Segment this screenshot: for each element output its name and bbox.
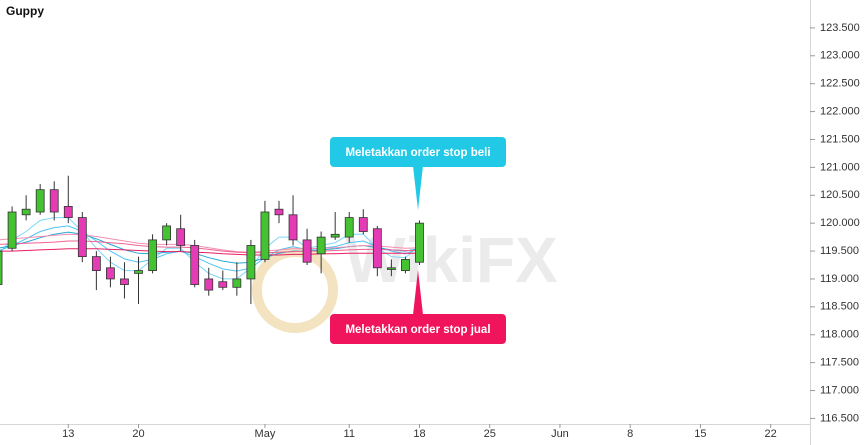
candle-body — [344, 217, 354, 238]
y-tick-label: 123.500 — [820, 22, 860, 34]
ema-line — [0, 248, 420, 256]
y-tick-label: 119.000 — [820, 273, 859, 285]
callout-box — [330, 137, 506, 167]
x-tick-label: 25 — [484, 428, 496, 440]
chart-title: Guppy — [6, 4, 44, 18]
x-tick-label: 20 — [132, 428, 144, 440]
x-tick-label: 11 — [344, 428, 355, 440]
candle-body — [120, 278, 129, 285]
callout-box — [330, 314, 506, 344]
candle-body — [288, 214, 298, 241]
x-tick-label: Jun — [551, 428, 569, 440]
candle-body — [77, 217, 87, 258]
candle-body — [190, 245, 200, 285]
candle-body — [358, 217, 368, 232]
candle-body — [134, 270, 143, 274]
x-tick-label: May — [255, 428, 276, 440]
callout-pointer — [413, 166, 423, 210]
candle-body — [106, 267, 115, 280]
y-tick-label: 123.000 — [820, 50, 860, 62]
candle-body — [7, 211, 17, 249]
candle-body — [204, 278, 214, 291]
y-tick-label: 119.500 — [820, 245, 859, 257]
candle-body — [21, 208, 31, 216]
x-tick-label: 18 — [413, 428, 425, 440]
candle-body — [260, 211, 270, 260]
candle-body — [372, 228, 382, 269]
candle-body — [302, 239, 312, 263]
candle-body — [401, 259, 410, 271]
candle-body — [0, 250, 3, 285]
y-tick-label: 120.000 — [820, 217, 860, 229]
candle-body — [415, 222, 424, 263]
y-tick-label: 116.500 — [820, 412, 859, 424]
y-tick-label: 118.500 — [820, 301, 859, 313]
x-tick-label: 8 — [627, 428, 633, 440]
candle-body — [386, 267, 396, 270]
x-tick-label: 22 — [765, 428, 777, 440]
candle-body — [316, 236, 326, 255]
candle-body — [232, 278, 242, 288]
x-tick-label: 13 — [62, 428, 74, 440]
ema-line — [0, 233, 420, 253]
y-tick-label: 122.500 — [820, 78, 860, 90]
y-tick-label: 121.500 — [820, 133, 860, 145]
y-tick-label: 122.000 — [820, 105, 860, 117]
candle-body — [91, 256, 101, 271]
candle-body — [330, 233, 340, 238]
y-tick-label: 121.000 — [820, 161, 860, 173]
x-tick-label: 15 — [694, 428, 706, 440]
candle-body — [63, 206, 73, 218]
plot-area — [0, 175, 424, 305]
callout-text: Meletakkan order stop jual — [345, 324, 490, 336]
ema-line — [0, 225, 420, 272]
callout-text: Meletakkan order stop beli — [345, 147, 490, 159]
y-tick-label: 117.000 — [820, 384, 859, 396]
candle-body — [162, 225, 172, 241]
candle-body — [35, 189, 45, 213]
callout-pointer — [413, 270, 423, 315]
y-tick-label: 120.500 — [820, 189, 860, 201]
candle-body — [176, 228, 186, 246]
candle-body — [274, 208, 284, 216]
y-tick-label: 117.500 — [820, 357, 859, 369]
ema-line — [0, 240, 420, 254]
candle-body — [148, 239, 157, 271]
candle-body — [49, 189, 59, 213]
candle-body — [218, 281, 228, 288]
y-tick-label: 118.000 — [820, 329, 859, 341]
candle-body — [246, 245, 256, 280]
